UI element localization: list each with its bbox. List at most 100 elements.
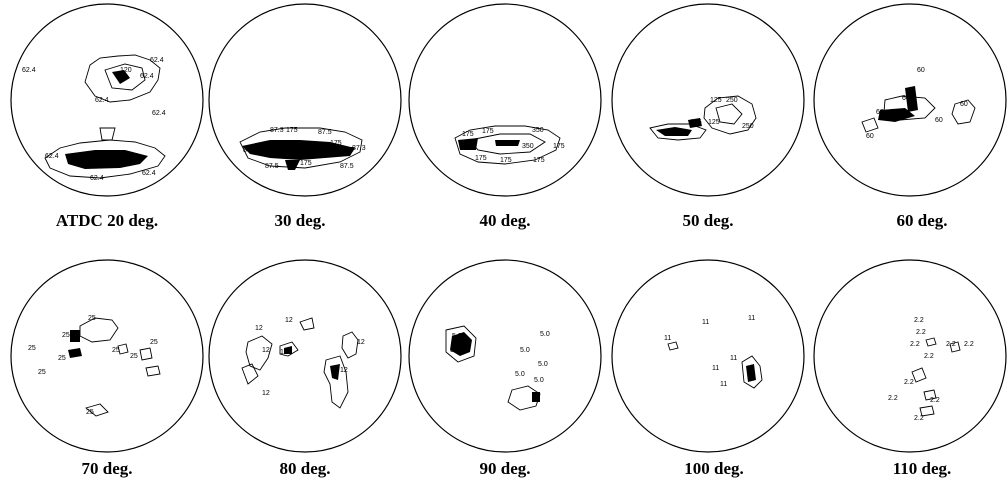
contour-value: 62.4 (140, 73, 154, 80)
contour-plot (241, 317, 359, 409)
panel-60: 60 60 60 60 60 60 60 deg. (813, 3, 1007, 230)
contour-value: 62.4 (150, 57, 164, 64)
contour-plot (68, 317, 161, 417)
contour-value: 175 (286, 127, 298, 134)
contour-value: 62.4 (152, 110, 166, 117)
contour-value: 87.3 (352, 145, 366, 152)
contour-value: 250 (742, 123, 754, 130)
contour-value: 2.2 (914, 415, 924, 422)
contour-plot (911, 337, 961, 417)
contour-value: 2.2 (888, 395, 898, 402)
cylinder-bore-circle (408, 259, 602, 453)
contour-value: 12 (285, 317, 293, 324)
contour-value: 175 (553, 143, 565, 150)
contour-value: 5.0 (450, 347, 460, 354)
contour-value: 60 (935, 117, 943, 124)
contour-value: 2.2 (914, 317, 924, 324)
contour-value: 125 (690, 119, 702, 126)
contour-value: 2.2 (964, 341, 974, 348)
contour-value: 350 (522, 143, 534, 150)
contour-value: 120 (120, 67, 132, 74)
contour-value: 2.2 (904, 379, 914, 386)
contour-plot (44, 54, 166, 179)
contour-value: 11 (730, 355, 737, 362)
contour-value: 60 (960, 101, 968, 108)
panel-atdc-20: 62.4 62.4 62.4 62.4 62.4 120 120 125 62.… (10, 3, 204, 230)
contour-value: 62.4 (142, 170, 156, 177)
contour-plot (649, 95, 757, 141)
contour-value: 250 (726, 97, 738, 104)
panel-100: 11 11 11 11 11 11 100 deg. (611, 259, 805, 478)
contour-value: 2.2 (930, 397, 940, 404)
panel-90: 5.0 5.0 5.0 5.0 5.0 5.0 5.0 90 deg. (408, 259, 602, 478)
contour-value: 11 (720, 381, 727, 388)
cylinder-bore-circle (611, 259, 805, 453)
contour-value: 5.0 (452, 333, 462, 340)
contour-value: 25 (28, 345, 36, 352)
contour-value: 60 (866, 133, 874, 140)
panel-label: 40 deg. (480, 211, 531, 230)
cylinder-bore-circle (408, 3, 602, 197)
contour-value: 11 (702, 319, 709, 326)
panel-label: ATDC 20 deg. (56, 211, 158, 230)
contour-value: 175 (475, 155, 487, 162)
contour-value: 175 (462, 131, 474, 138)
contour-value: 2.2 (916, 329, 926, 336)
contour-value: 62.4 (95, 97, 109, 104)
contour-value: 25 (38, 369, 46, 376)
contour-value: 350 (532, 127, 544, 134)
panel-label: 60 deg. (897, 211, 948, 230)
contour-value: 87.3 (243, 147, 257, 154)
contour-value: 5.0 (538, 361, 548, 368)
panel-110: 2.2 2.2 2.2 2.2 2.2 2.2 2.2 2.2 2.2 2.2 … (813, 259, 1007, 478)
panel-30: 87.3 175 87.5 175 87.3 87.5 175 87.5 87.… (208, 3, 402, 230)
contour-value: 62.4 (45, 153, 59, 160)
contour-value: 125 (710, 97, 722, 104)
contour-value: 2.2 (924, 353, 934, 360)
panel-label: 80 deg. (280, 459, 331, 478)
cylinder-bore-circle (208, 259, 402, 453)
contour-value: 125 (128, 157, 140, 164)
panel-70: 25 25 25 25 25 25 25 25 25 70 deg. (10, 259, 204, 478)
contour-value: 60 (876, 109, 884, 116)
contour-value: 25 (86, 409, 94, 416)
contour-value: 5.0 (534, 377, 544, 384)
contour-value: 60 (917, 67, 925, 74)
contour-value: 12 (262, 347, 270, 354)
contour-value: 12 (262, 390, 270, 397)
contour-value: 11 (712, 365, 719, 372)
panel-80: 12 12 12 12 12 12 12 80 deg. (208, 259, 402, 478)
contour-value: 87.5 (340, 163, 354, 170)
contour-plot (239, 127, 363, 170)
contour-value: 62.4 (90, 175, 104, 182)
contour-value: 87.5 (265, 163, 279, 170)
panel-label: 90 deg. (480, 459, 531, 478)
contour-value: 87.3 (270, 127, 284, 134)
cylinder-bore-circle (208, 3, 402, 197)
contour-value: 12 (255, 325, 263, 332)
contour-value: 2.2 (910, 341, 920, 348)
panel-40: 175 175 350 175 350 175 175 175 40 deg. (408, 3, 602, 230)
contour-value: 12 (280, 349, 288, 356)
panel-label: 30 deg. (275, 211, 326, 230)
contour-value: 11 (664, 335, 671, 342)
contour-value: 175 (300, 160, 312, 167)
contour-value: 5.0 (540, 331, 550, 338)
panel-label: 70 deg. (82, 459, 133, 478)
contour-value: 87.5 (318, 129, 332, 136)
panel-label: 110 deg. (893, 459, 952, 478)
contour-value: 25 (130, 353, 138, 360)
contour-value: 125 (708, 119, 720, 126)
cylinder-bore-circle (813, 259, 1007, 453)
panel-50: 125 250 125 125 250 50 deg. (611, 3, 805, 230)
contour-value: 5.0 (515, 371, 525, 378)
contour-value: 25 (88, 315, 96, 322)
contour-value: 175 (500, 157, 512, 164)
contour-value: 12 (357, 339, 365, 346)
panel-label: 50 deg. (683, 211, 734, 230)
contour-value: 11 (748, 315, 755, 322)
contour-value: 12 (340, 367, 348, 374)
contour-value: 175 (330, 140, 342, 147)
contour-value: 25 (112, 347, 120, 354)
contour-value: 25 (62, 332, 70, 339)
